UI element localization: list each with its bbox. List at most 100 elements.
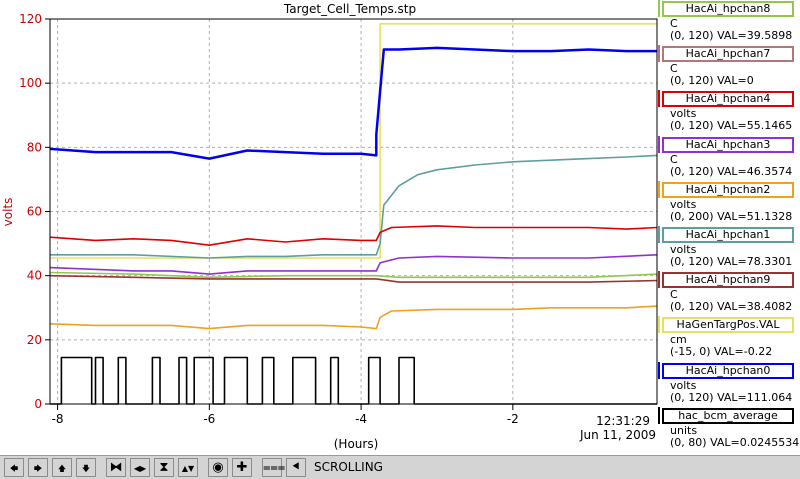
legend-channel-name[interactable]: HacAi_hpchan7 bbox=[662, 46, 794, 63]
legend-entry-hac-bcm-average[interactable]: hac_bcm_average units (0, 80) VAL=0.024553… bbox=[658, 406, 800, 452]
legend-range-value: (0, 120) VAL=46.3574 bbox=[670, 164, 793, 178]
legend-swatch bbox=[658, 316, 660, 334]
legend-entry-hagentargpos-val[interactable]: HaGenTargPos.VAL cm (-15, 0) VAL=-0.22 bbox=[658, 316, 800, 361]
zoom-in-vertical-icon: ⧗ bbox=[159, 460, 169, 475]
series-line-hacai-hpchan1 bbox=[50, 154, 658, 259]
legend-channel-name[interactable]: HacAi_hpchan9 bbox=[662, 272, 794, 289]
legend-range-value: (0, 120) VAL=55.1465 bbox=[670, 119, 793, 133]
series-group bbox=[49, 22, 658, 405]
plot-frame bbox=[49, 18, 658, 405]
legend-unit: C bbox=[670, 288, 678, 302]
series-line-hacai-hpchan4 bbox=[49, 225, 658, 246]
legend-entry-hacai-hpchan0[interactable]: HacAi_hpchan0 volts (0, 120) VAL=111.064 bbox=[658, 361, 800, 407]
legend-unit: units bbox=[670, 423, 698, 437]
zoom-in-horizontal-button[interactable]: ⧓ bbox=[106, 458, 126, 477]
legend-range-value: (-15, 0) VAL=-0.22 bbox=[670, 345, 773, 359]
legend-swatch bbox=[658, 45, 660, 63]
y-tick-label: 100 bbox=[19, 76, 42, 90]
x-tick-label: -4 bbox=[355, 412, 367, 426]
y-tick-label: 80 bbox=[27, 140, 42, 154]
legend-unit: cm bbox=[670, 333, 687, 347]
zoom-out-vertical-button[interactable]: ▲▼ bbox=[178, 458, 198, 477]
legend-swatch bbox=[658, 0, 660, 17]
chart-title: Target_Cell_Temps.stp bbox=[283, 2, 416, 16]
legend-swatch bbox=[658, 225, 660, 243]
plus-icon: ✚ bbox=[236, 460, 248, 475]
series-line-hacai-hpchan0 bbox=[49, 46, 657, 160]
legend-channel-name[interactable]: HacAi_hpchan8 bbox=[662, 1, 794, 17]
legend-unit: volts bbox=[670, 242, 697, 256]
zoom-in-vertical-button[interactable]: ⧗ bbox=[154, 458, 174, 477]
legend-channel-name[interactable]: HaGenTargPos.VAL bbox=[662, 317, 794, 334]
arrow-right-icon: 🡆 bbox=[33, 464, 43, 473]
arrow-left-icon: 🡄 bbox=[9, 464, 19, 473]
series-line-hac-bcm-average bbox=[50, 356, 657, 405]
zoom-out-horizontal-button[interactable]: ◀▶ bbox=[130, 458, 150, 477]
legend-entry-hacai-hpchan3[interactable]: HacAi_hpchan3 C (0, 120) VAL=46.3574 bbox=[658, 135, 800, 181]
plus-button[interactable]: ✚ bbox=[232, 458, 252, 477]
legend-unit: C bbox=[670, 62, 678, 76]
scrolling-status: SCROLLING bbox=[314, 460, 383, 474]
arrow-right-button[interactable]: 🡆 bbox=[28, 458, 48, 477]
series-line-hacai-hpchan3 bbox=[49, 254, 658, 275]
legend-swatch bbox=[658, 406, 660, 424]
legend-entry-hacai-hpchan2[interactable]: HacAi_hpchan2 volts (0, 200) VAL=51.1328 bbox=[658, 180, 800, 226]
legend-entry-hacai-hpchan8[interactable]: HacAi_hpchan8 C (0, 120) VAL=39.5898 bbox=[658, 0, 800, 45]
arrow-up-button[interactable]: 🡅 bbox=[52, 458, 72, 477]
toolbar: 🡄 🡆 🡅 🡇 ⧓ ◀▶ ⧗ ▲▼ ◉ ✚ ⩶ ⯇ SCROLLING bbox=[0, 455, 800, 479]
legend-channel-name[interactable]: HacAi_hpchan3 bbox=[662, 136, 794, 153]
legend-channel-name[interactable]: HacAi_hpchan2 bbox=[662, 181, 794, 198]
arrow-down-button[interactable]: 🡇 bbox=[76, 458, 96, 477]
legend-entry-hacai-hpchan4[interactable]: HacAi_hpchan4 volts (0, 120) VAL=55.1465 bbox=[658, 90, 800, 135]
arrow-left-button[interactable]: 🡄 bbox=[4, 458, 24, 477]
zoom-out-horizontal-icon: ◀▶ bbox=[133, 464, 147, 473]
autoscale-icon: ⩶ bbox=[263, 460, 286, 475]
record-button[interactable]: ◉ bbox=[208, 458, 228, 477]
scroll-back-button[interactable]: ⯇ bbox=[286, 458, 306, 477]
legend-swatch bbox=[658, 361, 660, 379]
legend-range-value: (0, 120) VAL=39.5898 bbox=[670, 29, 793, 42]
legend-range-value: (0, 200) VAL=51.1328 bbox=[670, 209, 793, 223]
series-line-hagentargpos-val bbox=[50, 22, 657, 259]
legend-unit: C bbox=[670, 152, 678, 166]
x-tick-label: -8 bbox=[52, 412, 64, 426]
strip-chart: Target_Cell_Temps.stp volts (Hours) 12:3… bbox=[1, 2, 658, 451]
legend-channel-name[interactable]: HacAi_hpchan0 bbox=[662, 362, 794, 379]
legend-channel-name[interactable]: hac_bcm_average bbox=[662, 407, 794, 424]
series-line-hacai-hpchan8 bbox=[49, 271, 658, 279]
plot-area[interactable]: Target_Cell_Temps.stp volts (Hours) 12:3… bbox=[0, 0, 658, 455]
legend-unit: volts bbox=[670, 197, 697, 211]
autoscale-button[interactable]: ⩶ bbox=[262, 458, 286, 477]
series-line-hacai-hpchan9 bbox=[49, 274, 658, 283]
legend-swatch bbox=[658, 135, 660, 153]
legend-entry-hacai-hpchan7[interactable]: HacAi_hpchan7 C (0, 120) VAL=0 bbox=[658, 45, 800, 90]
arrow-down-icon: 🡇 bbox=[81, 464, 91, 473]
legend-unit: volts bbox=[670, 107, 697, 121]
legend: HacAi_hpchan8 C (0, 120) VAL=39.5898 HacAi_… bbox=[658, 0, 800, 455]
record-icon: ◉ bbox=[212, 460, 224, 475]
series-line-hacai-hpchan2 bbox=[49, 305, 658, 330]
x-tick-label: -2 bbox=[507, 412, 519, 426]
x-axis-label: (Hours) bbox=[334, 437, 379, 451]
legend-range-value: (0, 120) VAL=78.3301 bbox=[670, 254, 793, 268]
date: Jun 11, 2009 bbox=[579, 428, 656, 442]
legend-swatch bbox=[658, 180, 660, 198]
axes: 0 20 40 60 80 100 120 -8 -6 -4 -2 bbox=[19, 12, 658, 426]
y-tick-label: 120 bbox=[19, 12, 42, 26]
arrow-up-icon: 🡅 bbox=[57, 464, 67, 473]
y-tick-label: 0 bbox=[34, 397, 42, 411]
zoom-in-horizontal-icon: ⧓ bbox=[109, 460, 123, 475]
legend-range-value: (0, 80) VAL=0.0245534 bbox=[670, 435, 800, 449]
y-axis-label: volts bbox=[1, 198, 15, 227]
legend-swatch bbox=[658, 271, 660, 289]
legend-range-value: (0, 120) VAL=38.4082 bbox=[670, 300, 793, 314]
y-tick-label: 40 bbox=[27, 269, 42, 283]
legend-channel-name[interactable]: HacAi_hpchan4 bbox=[662, 91, 794, 108]
legend-channel-name[interactable]: HacAi_hpchan1 bbox=[662, 226, 794, 243]
legend-unit: volts bbox=[670, 378, 697, 392]
legend-entry-hacai-hpchan1[interactable]: HacAi_hpchan1 volts (0, 120) VAL=78.3301 bbox=[658, 225, 800, 271]
zoom-out-vertical-icon: ▲▼ bbox=[181, 464, 195, 473]
legend-entry-hacai-hpchan9[interactable]: HacAi_hpchan9 C (0, 120) VAL=38.4082 bbox=[658, 271, 800, 316]
legend-swatch bbox=[658, 90, 660, 108]
x-tick-label: -6 bbox=[203, 412, 215, 426]
